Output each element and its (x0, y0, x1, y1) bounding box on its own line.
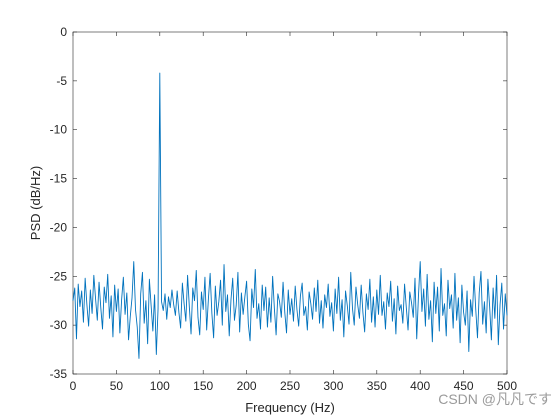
x-tick-label: 400 (410, 379, 430, 393)
plot-frame (72, 31, 508, 375)
x-tick-label: 150 (193, 379, 213, 393)
x-tick-label: 50 (110, 379, 124, 393)
y-tick-label: -5 (56, 74, 67, 88)
x-tick-label: 0 (70, 379, 77, 393)
y-tick-label: -10 (50, 123, 68, 137)
psd-line (72, 72, 508, 359)
x-axis-label: Frequency (Hz) (245, 400, 335, 415)
x-tick-label: 450 (454, 379, 474, 393)
x-tick-label: 300 (323, 379, 343, 393)
y-tick-label: -30 (50, 318, 68, 332)
x-tick-label: 100 (150, 379, 170, 393)
x-tick-label: 350 (367, 379, 387, 393)
y-axis-label: PSD (dB/Hz) (28, 166, 43, 240)
y-tick-label: -25 (50, 269, 68, 283)
y-tick-label: -20 (50, 220, 68, 234)
x-tick-label: 500 (497, 379, 517, 393)
watermark: CSDN @凡凡です (438, 391, 552, 407)
y-tick-label: 0 (60, 25, 67, 39)
y-tick-label: -15 (50, 172, 68, 186)
x-tick-label: 200 (237, 379, 257, 393)
y-tick-label: -35 (50, 367, 68, 381)
x-tick-label: 250 (280, 379, 300, 393)
